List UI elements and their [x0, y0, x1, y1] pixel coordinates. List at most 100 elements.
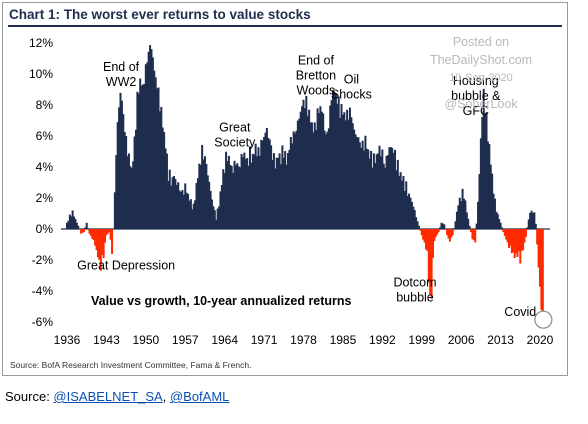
- area-bar: [74, 219, 77, 229]
- area-bar: [254, 143, 257, 229]
- area-bar: [491, 173, 494, 229]
- area-bar: [503, 229, 506, 236]
- area-bar: [417, 225, 420, 229]
- chart-annotation: End of WW2: [103, 60, 140, 89]
- area-bar: [326, 131, 329, 229]
- area-bar: [130, 167, 133, 229]
- area-bar: [129, 166, 132, 229]
- area-bar: [142, 84, 145, 229]
- area-bar: [527, 219, 530, 229]
- area-bar: [519, 229, 522, 264]
- area-bar: [136, 91, 139, 230]
- area-bar: [303, 108, 306, 229]
- area-bar: [395, 170, 398, 229]
- area-bar: [149, 45, 152, 229]
- area-bar: [208, 181, 211, 229]
- area-bar: [108, 229, 111, 233]
- y-tick-label: -2%: [32, 253, 54, 267]
- x-tick-label: 2006: [448, 333, 475, 347]
- area-bar: [351, 123, 354, 229]
- y-tick-label: 0%: [36, 222, 54, 236]
- area-bar: [502, 229, 505, 233]
- area-bar: [541, 229, 544, 312]
- area-bar: [257, 147, 260, 229]
- area-bar: [258, 155, 261, 229]
- area-bar: [301, 106, 304, 229]
- area-bar: [492, 193, 495, 229]
- area-bar: [194, 200, 197, 229]
- area-bar: [232, 173, 235, 229]
- area-bar: [180, 192, 183, 229]
- area-bar: [378, 145, 381, 229]
- area-bar: [230, 165, 233, 229]
- area-bar: [188, 200, 191, 229]
- area-bar: [375, 154, 378, 229]
- area-bar: [530, 210, 533, 229]
- chart-annotation: Great Depression: [77, 258, 175, 272]
- annotation-line: Covid: [504, 305, 536, 319]
- area-bar: [302, 99, 305, 229]
- area-bar: [249, 146, 252, 229]
- area-bar: [406, 195, 409, 229]
- area-bar: [333, 92, 336, 230]
- area-bar: [137, 93, 140, 229]
- area-bar: [140, 85, 143, 229]
- area-bar: [477, 201, 480, 229]
- area-bar: [374, 163, 377, 229]
- area-bar: [95, 229, 98, 250]
- area-bar: [370, 150, 373, 229]
- area-bar: [470, 229, 473, 233]
- area-bar: [240, 153, 243, 229]
- area-bar: [343, 112, 346, 229]
- area-bar: [146, 62, 149, 229]
- area-bar: [294, 133, 297, 229]
- area-bar: [218, 206, 221, 229]
- area-bar: [360, 147, 363, 229]
- y-tick-label: 2%: [36, 191, 54, 205]
- area-bar: [534, 223, 537, 229]
- area-bar: [270, 145, 273, 229]
- attribution-link-isabelnet[interactable]: @ISABELNET_SA: [53, 389, 163, 404]
- watermark-line-handle: @SoberLook: [444, 97, 518, 111]
- area-bar: [506, 229, 509, 243]
- x-tick-label: 1950: [132, 333, 159, 347]
- area-bar: [246, 158, 249, 229]
- area-bar: [493, 198, 496, 229]
- area-bar: [99, 229, 102, 271]
- area-bar: [537, 229, 540, 268]
- annotation-line: Shocks: [331, 87, 372, 101]
- area-bar: [450, 229, 453, 238]
- area-bar: [323, 130, 326, 229]
- area-bar: [88, 229, 91, 234]
- x-tick-label: 1999: [408, 333, 435, 347]
- area-bar: [82, 229, 85, 233]
- area-bar: [281, 145, 284, 229]
- area-bar: [291, 143, 294, 229]
- area-bar: [201, 144, 204, 229]
- watermark-line-posted: Posted on: [452, 35, 510, 49]
- area-bar: [78, 229, 81, 230]
- attribution-link-bofaml[interactable]: @BofAML: [169, 389, 230, 404]
- watermark-line-site: TheDailyShot.com: [429, 53, 533, 67]
- area-bar: [251, 153, 254, 229]
- area-bar: [441, 223, 444, 229]
- area-bar: [139, 78, 142, 229]
- annotation-line: Dotcom: [393, 275, 436, 289]
- area-bar: [488, 144, 491, 229]
- area-bar: [192, 203, 195, 229]
- area-bar: [461, 188, 464, 229]
- area-bar: [206, 175, 209, 229]
- area-bar: [517, 229, 520, 252]
- area-bar: [101, 229, 104, 255]
- axes-layer: 12% 10% 8% 6% 4% 2% 0% -2% -4% -6%1936 1943 1950 195…: [29, 36, 554, 347]
- area-bar: [182, 194, 185, 229]
- area-bar: [105, 229, 108, 236]
- annotation-line: Housing: [453, 74, 499, 88]
- area-bar: [260, 139, 263, 229]
- area-bar: [261, 140, 264, 229]
- area-bar: [312, 132, 315, 229]
- area-bar: [241, 157, 244, 229]
- area-bar: [485, 112, 488, 229]
- area-bar: [457, 205, 460, 229]
